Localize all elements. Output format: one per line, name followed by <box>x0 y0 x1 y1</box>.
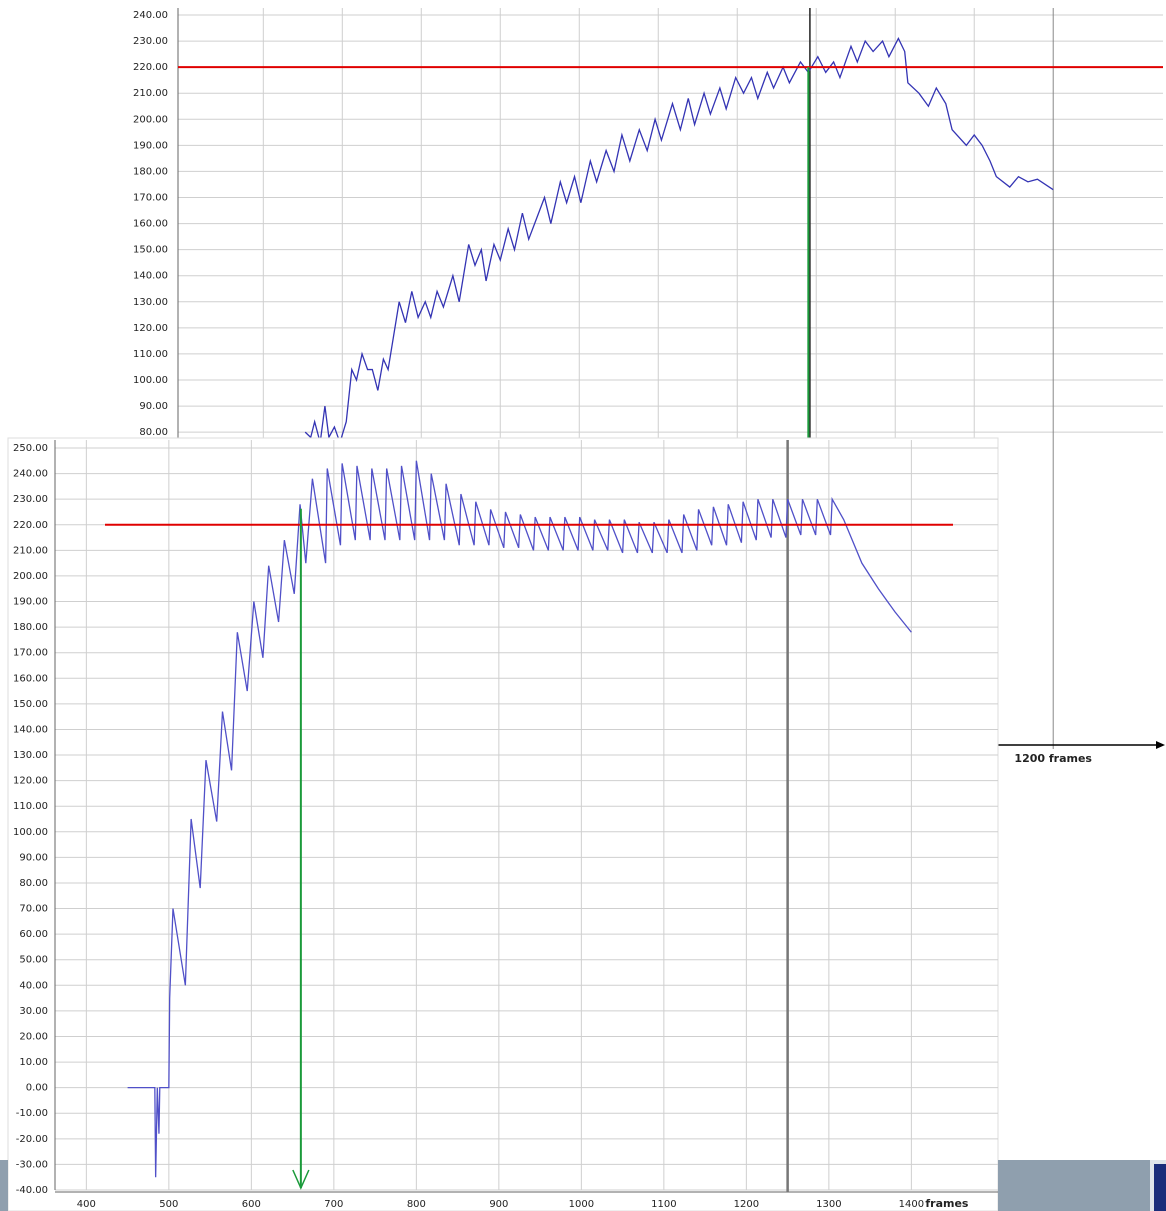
y-tick-label: 210.00 <box>13 545 48 556</box>
y-tick-label: 90.00 <box>19 852 48 863</box>
y-tick-label: 140.00 <box>13 724 48 735</box>
y-tick-label: 140.00 <box>133 271 168 282</box>
y-tick-label: 130.00 <box>13 750 48 761</box>
y-tick-label: 150.00 <box>133 245 168 256</box>
x-tick-label: 1200 <box>734 1199 759 1210</box>
x-unit-label: frames <box>925 1197 969 1210</box>
y-tick-label: 60.00 <box>19 929 48 940</box>
data-line <box>304 37 1054 445</box>
y-tick-label: 190.00 <box>133 140 168 151</box>
y-tick-label: 110.00 <box>133 349 168 360</box>
y-tick-label: -40.00 <box>16 1185 48 1196</box>
data-line <box>127 460 912 1178</box>
y-tick-label: 120.00 <box>133 323 168 334</box>
y-tick-label: -20.00 <box>16 1134 48 1145</box>
footer-logo <box>1154 1164 1166 1211</box>
y-tick-label: 40.00 <box>19 980 48 991</box>
y-tick-label: 20.00 <box>19 1031 48 1042</box>
footer-bar <box>998 1160 1150 1211</box>
y-tick-label: 50.00 <box>19 955 48 966</box>
x-tick-label: 1400 <box>899 1199 924 1210</box>
x-tick-label: 1200 frames <box>1014 752 1092 765</box>
y-tick-label: 100.00 <box>13 827 48 838</box>
front-panel <box>7 437 999 1211</box>
y-tick-label: 200.00 <box>133 114 168 125</box>
y-tick-label: -10.00 <box>16 1108 48 1119</box>
x-tick-label: 400 <box>77 1199 96 1210</box>
x-tick-label: 700 <box>324 1199 343 1210</box>
footer-strip <box>0 1160 8 1211</box>
x-tick-label: 500 <box>159 1199 178 1210</box>
x-tick-label: 600 <box>242 1199 261 1210</box>
y-tick-label: 130.00 <box>133 297 168 308</box>
y-tick-label: -30.00 <box>16 1159 48 1170</box>
y-tick-label: 230.00 <box>133 36 168 47</box>
y-tick-label: 70.00 <box>19 904 48 915</box>
y-tick-label: 180.00 <box>13 622 48 633</box>
x-tick-label: 800 <box>407 1199 426 1210</box>
y-tick-label: 30.00 <box>19 1006 48 1017</box>
y-tick-label: 160.00 <box>133 219 168 230</box>
x-tick-label: 1000 <box>569 1199 594 1210</box>
y-tick-label: 0.00 <box>26 1083 48 1094</box>
x-tick-label: 1300 <box>816 1199 841 1210</box>
y-tick-label: 250.00 <box>13 443 48 454</box>
y-tick-label: 190.00 <box>13 597 48 608</box>
y-tick-label: 80.00 <box>139 427 168 438</box>
y-tick-label: 90.00 <box>139 401 168 412</box>
y-tick-label: 80.00 <box>19 878 48 889</box>
y-tick-label: 240.00 <box>133 10 168 21</box>
y-tick-label: 220.00 <box>133 62 168 73</box>
y-tick-label: 220.00 <box>13 520 48 531</box>
y-tick-label: 230.00 <box>13 494 48 505</box>
y-tick-label: 110.00 <box>13 801 48 812</box>
y-tick-label: 120.00 <box>13 776 48 787</box>
y-tick-label: 170.00 <box>133 193 168 204</box>
y-tick-label: 10.00 <box>19 1057 48 1068</box>
y-tick-label: 100.00 <box>133 375 168 386</box>
front-chart: -40.00 -30.00 -20.00 -10.00 0.00 10.00 20.00 30… <box>13 440 998 1210</box>
y-tick-label: 210.00 <box>133 88 168 99</box>
y-tick-label: 200.00 <box>13 571 48 582</box>
x-tick-label: 1100 <box>651 1199 676 1210</box>
y-tick-label: 240.00 <box>13 469 48 480</box>
y-tick-label: 180.00 <box>133 166 168 177</box>
y-tick-label: 150.00 <box>13 699 48 710</box>
x-tick-label: 900 <box>489 1199 508 1210</box>
y-tick-label: 170.00 <box>13 648 48 659</box>
x-axis-arrow <box>1156 741 1165 749</box>
y-tick-label: 160.00 <box>13 673 48 684</box>
marker-arrow <box>292 1169 310 1190</box>
